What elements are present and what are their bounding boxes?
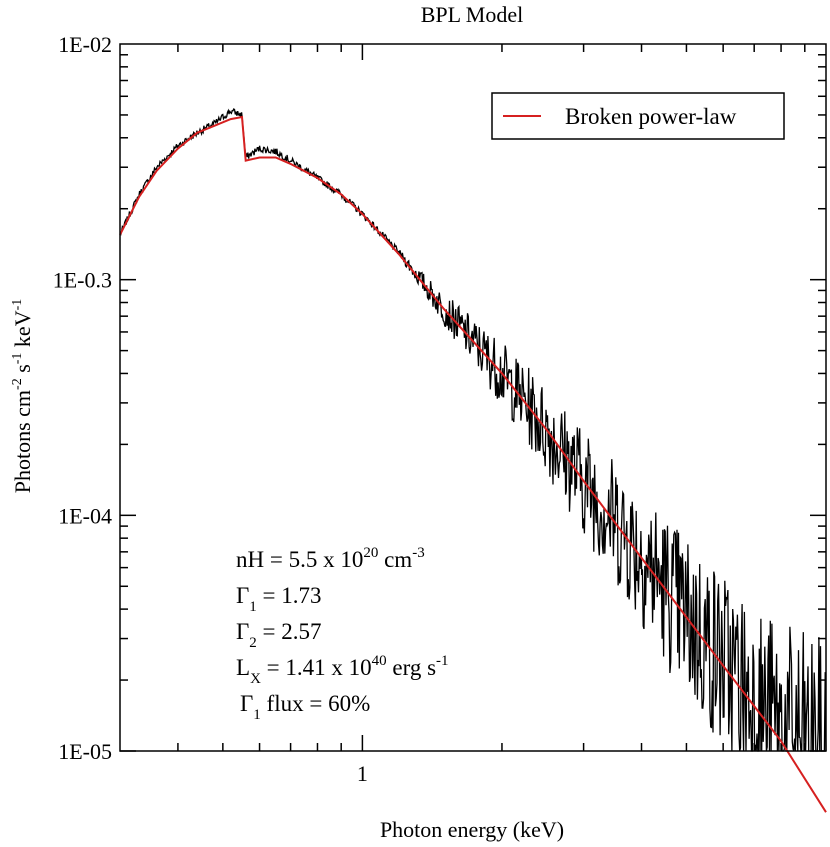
x-axis-label: Photon energy (keV) <box>380 817 564 842</box>
axis-ticks <box>120 44 826 752</box>
annotation-gamma2: Γ2 = 2.57 <box>236 619 322 651</box>
plot-area: 1E-02 1E-0.3 1E-04 1E-05 1 <box>53 32 827 813</box>
legend: Broken power-law <box>491 92 785 140</box>
series-data-line <box>119 108 827 752</box>
annotation-lx: LX = 1.41 x 1040 erg s-1 <box>236 653 449 687</box>
fit-parameters: nH = 5.5 x 1020 cm-3 Γ1 = 1.73 Γ2 = 2.57LX… <box>236 545 449 723</box>
chart-title: BPL Model <box>421 2 523 27</box>
y-tick-label: 1E-04 <box>58 503 112 528</box>
legend-entry: Broken power-law <box>565 104 737 129</box>
series-model-line <box>119 115 827 813</box>
y-axis-label: Photons cm-2 s-1 keV-1 <box>10 299 35 494</box>
annotation-flux: Γ1 flux = 60% <box>240 691 370 723</box>
annotation-nh: nH = 5.5 x 1020 cm-3 <box>236 545 425 572</box>
y-tick-label: 1E-05 <box>58 739 112 764</box>
y-tick-label: 1E-02 <box>58 32 112 57</box>
x-tick-label: 1 <box>357 761 368 786</box>
plot-frame <box>119 43 827 752</box>
y-tick-label: 1E-0.3 <box>53 268 112 293</box>
annotation-gamma1: Γ1 = 1.73 <box>236 583 322 615</box>
